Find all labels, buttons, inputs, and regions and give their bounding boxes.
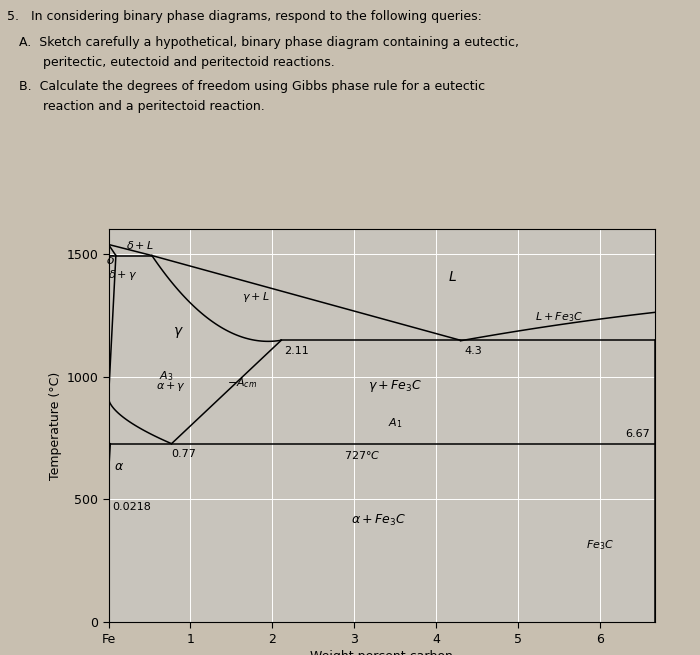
- Text: A.  Sketch carefully a hypothetical, binary phase diagram containing a eutectic,: A. Sketch carefully a hypothetical, bina…: [7, 36, 519, 49]
- Text: 4.3: 4.3: [465, 346, 482, 356]
- Text: $\gamma$: $\gamma$: [173, 325, 183, 340]
- Text: peritectic, eutectoid and peritectoid reactions.: peritectic, eutectoid and peritectoid re…: [7, 56, 335, 69]
- Text: $A_1$: $A_1$: [388, 416, 402, 430]
- Y-axis label: Temperature (°C): Temperature (°C): [49, 371, 62, 480]
- Text: $\gamma + L$: $\gamma + L$: [242, 290, 270, 305]
- X-axis label: Weight percent carbon: Weight percent carbon: [310, 650, 453, 655]
- Text: 5.   In considering binary phase diagrams, respond to the following queries:: 5. In considering binary phase diagrams,…: [7, 10, 482, 23]
- Text: $\alpha$: $\alpha$: [114, 460, 124, 473]
- Text: B.  Calculate the degrees of freedom using Gibbs phase rule for a eutectic: B. Calculate the degrees of freedom usin…: [7, 80, 485, 93]
- Text: $\delta$: $\delta$: [106, 253, 116, 267]
- Text: $\delta + L$: $\delta + L$: [126, 239, 154, 251]
- Text: $Fe_3C$: $Fe_3C$: [585, 538, 614, 552]
- Text: reaction and a peritectoid reaction.: reaction and a peritectoid reaction.: [7, 100, 265, 113]
- Text: $727\degree C$: $727\degree C$: [344, 449, 381, 461]
- Text: $A_3$: $A_3$: [160, 369, 174, 383]
- Text: $\alpha + \gamma$: $\alpha + \gamma$: [156, 380, 186, 393]
- Text: $\delta + \gamma$: $\delta + \gamma$: [108, 269, 138, 282]
- Text: 6.67: 6.67: [626, 429, 650, 440]
- Text: $\gamma + Fe_3C$: $\gamma + Fe_3C$: [368, 378, 422, 394]
- Text: 0.0218: 0.0218: [112, 502, 150, 512]
- Text: 0.77: 0.77: [172, 449, 197, 459]
- Text: $\alpha + Fe_3C$: $\alpha + Fe_3C$: [351, 513, 406, 528]
- Text: 2.11: 2.11: [284, 346, 309, 356]
- Text: $L$: $L$: [448, 270, 457, 284]
- Text: $-A_{cm}$: $-A_{cm}$: [228, 377, 258, 390]
- Text: $L + Fe_3C$: $L + Fe_3C$: [535, 310, 583, 324]
